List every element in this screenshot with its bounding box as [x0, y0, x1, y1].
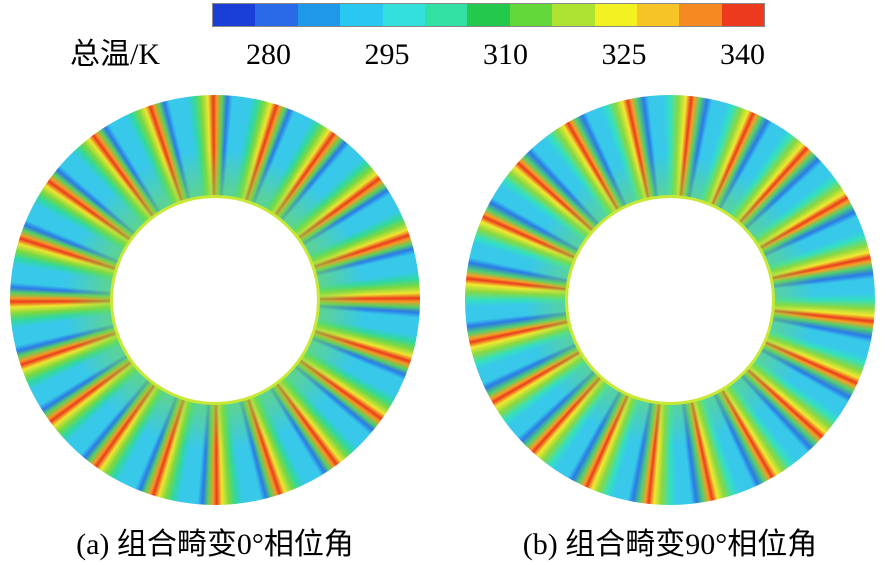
- colorbar-cell: [213, 4, 256, 26]
- colorbar-tick-label: 280: [246, 38, 291, 71]
- colorbar-tick-label: 325: [601, 38, 647, 71]
- colorbar-cell: [594, 4, 637, 26]
- ring-hole: [110, 195, 320, 405]
- colorbar-tick-label: 310: [483, 38, 528, 71]
- caption: (b) 组合畸变90°相位角: [522, 528, 818, 561]
- colorbar-cell: [297, 4, 341, 26]
- colorbar-cell: [509, 4, 553, 26]
- colorbar-cell: [255, 4, 298, 26]
- caption: (a) 组合畸变0°相位角: [76, 528, 354, 561]
- ring-hole: [565, 195, 775, 405]
- colorbar-cell: [679, 4, 722, 26]
- contour-ring: [10, 95, 420, 505]
- colorbar-cell: [721, 4, 765, 26]
- colorbar-cell: [340, 4, 383, 26]
- colorbar-tick-label: 340: [720, 38, 765, 71]
- colorbar-cell: [424, 4, 468, 26]
- colorbar-cell: [636, 4, 680, 26]
- colorbar-cell: [382, 4, 425, 26]
- colorbar-cell: [552, 4, 595, 26]
- colorbar-label: 总温/K: [70, 38, 160, 71]
- colorbar-cell: [467, 4, 510, 26]
- colorbar-tick-label: 295: [364, 38, 410, 71]
- colorbar: [212, 3, 765, 27]
- contour-ring: [465, 95, 875, 505]
